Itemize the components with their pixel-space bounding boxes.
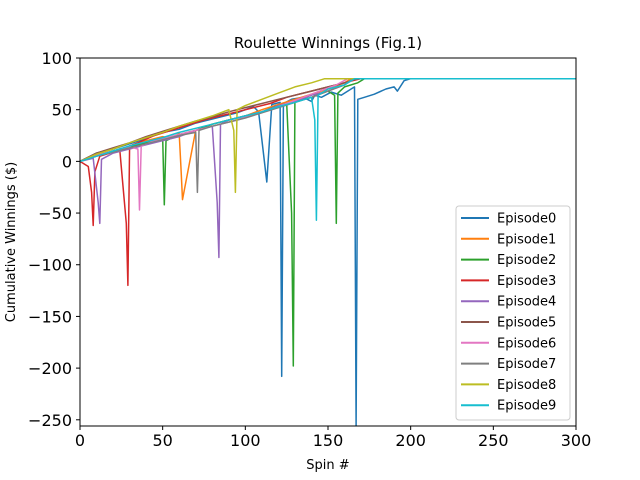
- legend-label-episode3: Episode3: [497, 274, 556, 289]
- x-tick-label: 100: [230, 431, 261, 450]
- y-tick-label: 50: [52, 101, 72, 120]
- y-tick-label: 0: [62, 152, 72, 171]
- legend-label-episode4: Episode4: [497, 295, 556, 310]
- x-tick-label: 0: [75, 431, 85, 450]
- legend-label-episode5: Episode5: [497, 316, 556, 331]
- x-tick-label: 250: [478, 431, 509, 450]
- legend-label-episode2: Episode2: [497, 253, 556, 268]
- legend-label-episode9: Episode9: [497, 399, 556, 414]
- y-tick-label: −50: [38, 204, 72, 223]
- series-line-episode4: [80, 77, 576, 259]
- y-tick-label: −200: [28, 359, 72, 378]
- x-tick-label: 50: [152, 431, 172, 450]
- chart-title: Roulette Winnings (Fig.1): [234, 34, 422, 52]
- y-tick-label: −250: [28, 411, 72, 430]
- tick-layer: 0 50 100 150 200 250 300 100 50 0 −50 −100 −150 −200 −…: [28, 49, 591, 450]
- y-tick-label: −150: [28, 307, 72, 326]
- legend-label-episode8: Episode8: [497, 378, 556, 393]
- x-axis-label: Spin #: [306, 458, 349, 473]
- legend-label-episode1: Episode1: [497, 232, 556, 247]
- y-axis-label: Cumulative Winnings ($): [4, 162, 19, 322]
- legend-label-episode6: Episode6: [497, 336, 556, 351]
- legend: Episode0 Episode1 Episode2 Episode3 Episode4…: [455, 205, 571, 421]
- x-tick-label: 200: [395, 431, 426, 450]
- y-tick-label: −100: [28, 256, 72, 275]
- x-tick-label: 300: [561, 431, 592, 450]
- legend-label-episode7: Episode7: [497, 357, 556, 372]
- legend-label-episode0: Episode0: [497, 212, 556, 227]
- series-line-episode9: [80, 77, 576, 222]
- y-tick-label: 100: [41, 49, 72, 68]
- series-layer: [80, 77, 576, 426]
- x-tick-label: 150: [313, 431, 344, 450]
